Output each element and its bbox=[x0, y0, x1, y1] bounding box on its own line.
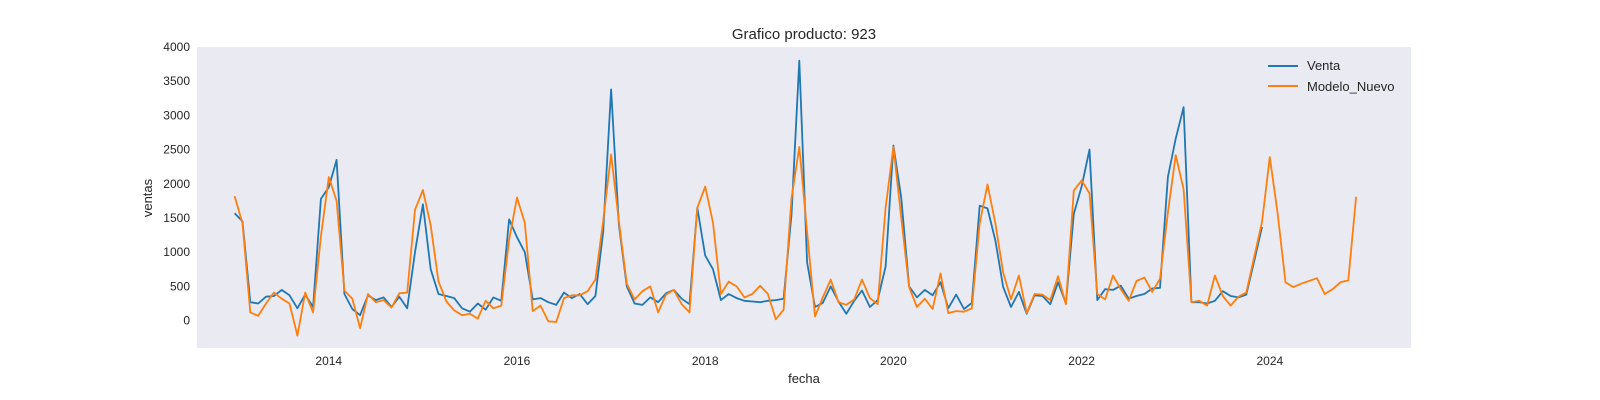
chart-title: Grafico producto: 923 bbox=[732, 26, 876, 43]
x-axis-title: fecha bbox=[788, 371, 821, 386]
y-tick-label: 1500 bbox=[163, 211, 190, 225]
y-tick-label: 2000 bbox=[163, 177, 190, 191]
y-tick-label: 4000 bbox=[163, 40, 190, 54]
y-tick-label: 0 bbox=[183, 314, 190, 328]
series-line-modelo-nuevo bbox=[233, 145, 1357, 337]
x-axis-ticks: 2014 2016 2018 2020 2022 2024 bbox=[315, 354, 1283, 368]
x-tick-label: 2024 bbox=[1256, 354, 1283, 368]
x-tick-label: 2016 bbox=[504, 354, 531, 368]
x-tick-label: 2020 bbox=[880, 354, 907, 368]
x-tick-label: 2018 bbox=[692, 354, 719, 368]
series-line-venta bbox=[233, 59, 1263, 317]
y-tick-label: 1000 bbox=[163, 245, 190, 259]
x-tick-label: 2014 bbox=[315, 354, 342, 368]
y-axis-ticks: 0 500 1000 1500 2000 2500 3000 3500 4000 bbox=[163, 40, 190, 328]
legend-label-modelo-nuevo: Modelo_Nuevo bbox=[1307, 79, 1394, 94]
y-axis-title: ventas bbox=[140, 178, 155, 217]
y-tick-label: 3000 bbox=[163, 108, 190, 122]
series-layer bbox=[233, 59, 1357, 337]
y-tick-label: 2500 bbox=[163, 143, 190, 157]
legend-label-venta: Venta bbox=[1307, 58, 1341, 73]
y-tick-label: 500 bbox=[170, 279, 190, 293]
y-tick-label: 3500 bbox=[163, 74, 190, 88]
x-tick-label: 2022 bbox=[1068, 354, 1095, 368]
legend: Venta Modelo_Nuevo bbox=[1268, 58, 1394, 94]
